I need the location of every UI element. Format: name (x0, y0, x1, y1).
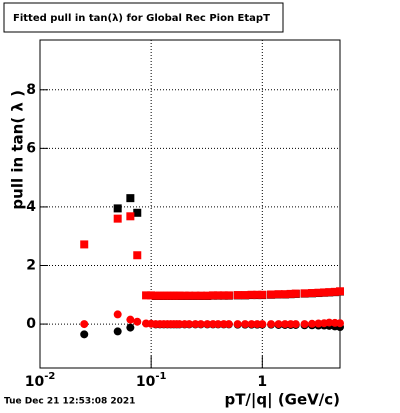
data-point (126, 194, 135, 203)
data-point (80, 240, 89, 249)
x-tick-label: 10-1 (136, 371, 167, 390)
data-point (241, 320, 250, 329)
data-point (241, 291, 250, 300)
data-point (80, 330, 89, 339)
data-point (214, 320, 223, 329)
data-point (80, 320, 89, 329)
data-point (185, 291, 194, 300)
data-point (308, 319, 317, 328)
data-point (126, 212, 135, 221)
data-point (113, 310, 122, 319)
data-point (151, 291, 160, 300)
data-point (325, 288, 334, 297)
data-point (258, 320, 267, 329)
data-point (300, 320, 309, 329)
data-point (175, 291, 184, 300)
data-point (286, 289, 295, 298)
x-tick-base: 10 (136, 374, 156, 390)
y-tick-label: 0 (26, 316, 36, 332)
data-point (147, 291, 156, 300)
data-point (196, 291, 205, 300)
x-axis-label: pT/|q| (GeV/c) (224, 391, 340, 410)
data-point (208, 291, 217, 300)
data-point (113, 327, 122, 336)
data-point (291, 320, 300, 329)
data-point (308, 289, 317, 298)
data-point (214, 291, 223, 300)
data-point (336, 319, 344, 328)
data-point (113, 214, 122, 223)
data-point (113, 204, 122, 213)
data-point (185, 320, 194, 329)
data-point (224, 320, 233, 329)
data-point (224, 291, 233, 300)
x-tick-label: 10-2 (25, 371, 56, 390)
y-tick-label: 8 (26, 82, 36, 98)
data-point (219, 291, 228, 300)
chart-title: Fitted pull in tan(λ) for Global Rec Pio… (13, 13, 270, 24)
data-point (300, 289, 309, 298)
data-point (233, 291, 242, 300)
data-point (180, 291, 189, 300)
data-point (133, 317, 142, 326)
data-point (233, 320, 242, 329)
data-point (126, 315, 135, 324)
data-point (133, 208, 142, 217)
data-point (247, 320, 256, 329)
data-point (325, 318, 334, 327)
data-point (330, 287, 339, 296)
data-point (291, 289, 300, 298)
data-point (142, 291, 151, 300)
data-point (320, 288, 329, 297)
y-tick-label: 4 (26, 199, 36, 215)
data-point (274, 290, 283, 299)
data-point (280, 320, 289, 329)
x-tick-exponent: -1 (155, 371, 166, 382)
data-point (196, 320, 205, 329)
y-tick-label: 6 (26, 140, 36, 156)
data-point (203, 291, 212, 300)
timestamp: Tue Dec 21 12:53:08 2021 (4, 397, 135, 407)
data-point (314, 319, 323, 328)
y-tick-label: 2 (26, 258, 36, 274)
y-axis-label: pull in tan( λ ) (9, 90, 27, 210)
data-point (247, 290, 256, 299)
data-point (336, 287, 344, 296)
data-point (191, 320, 200, 329)
data-point (126, 323, 135, 332)
data-point (274, 320, 283, 329)
x-tick-exponent: -2 (44, 371, 55, 382)
data-point (280, 290, 289, 299)
data-point (133, 251, 142, 260)
x-tick-label: 1 (257, 374, 267, 390)
plot-frame (39, 39, 341, 369)
data-point (267, 320, 276, 329)
data-point (203, 320, 212, 329)
data-point (267, 290, 276, 299)
title-box (3, 2, 284, 33)
x-tick-base: 10 (25, 374, 45, 390)
data-point (314, 288, 323, 297)
data-point (191, 291, 200, 300)
data-point (258, 290, 267, 299)
data-point (253, 290, 262, 299)
